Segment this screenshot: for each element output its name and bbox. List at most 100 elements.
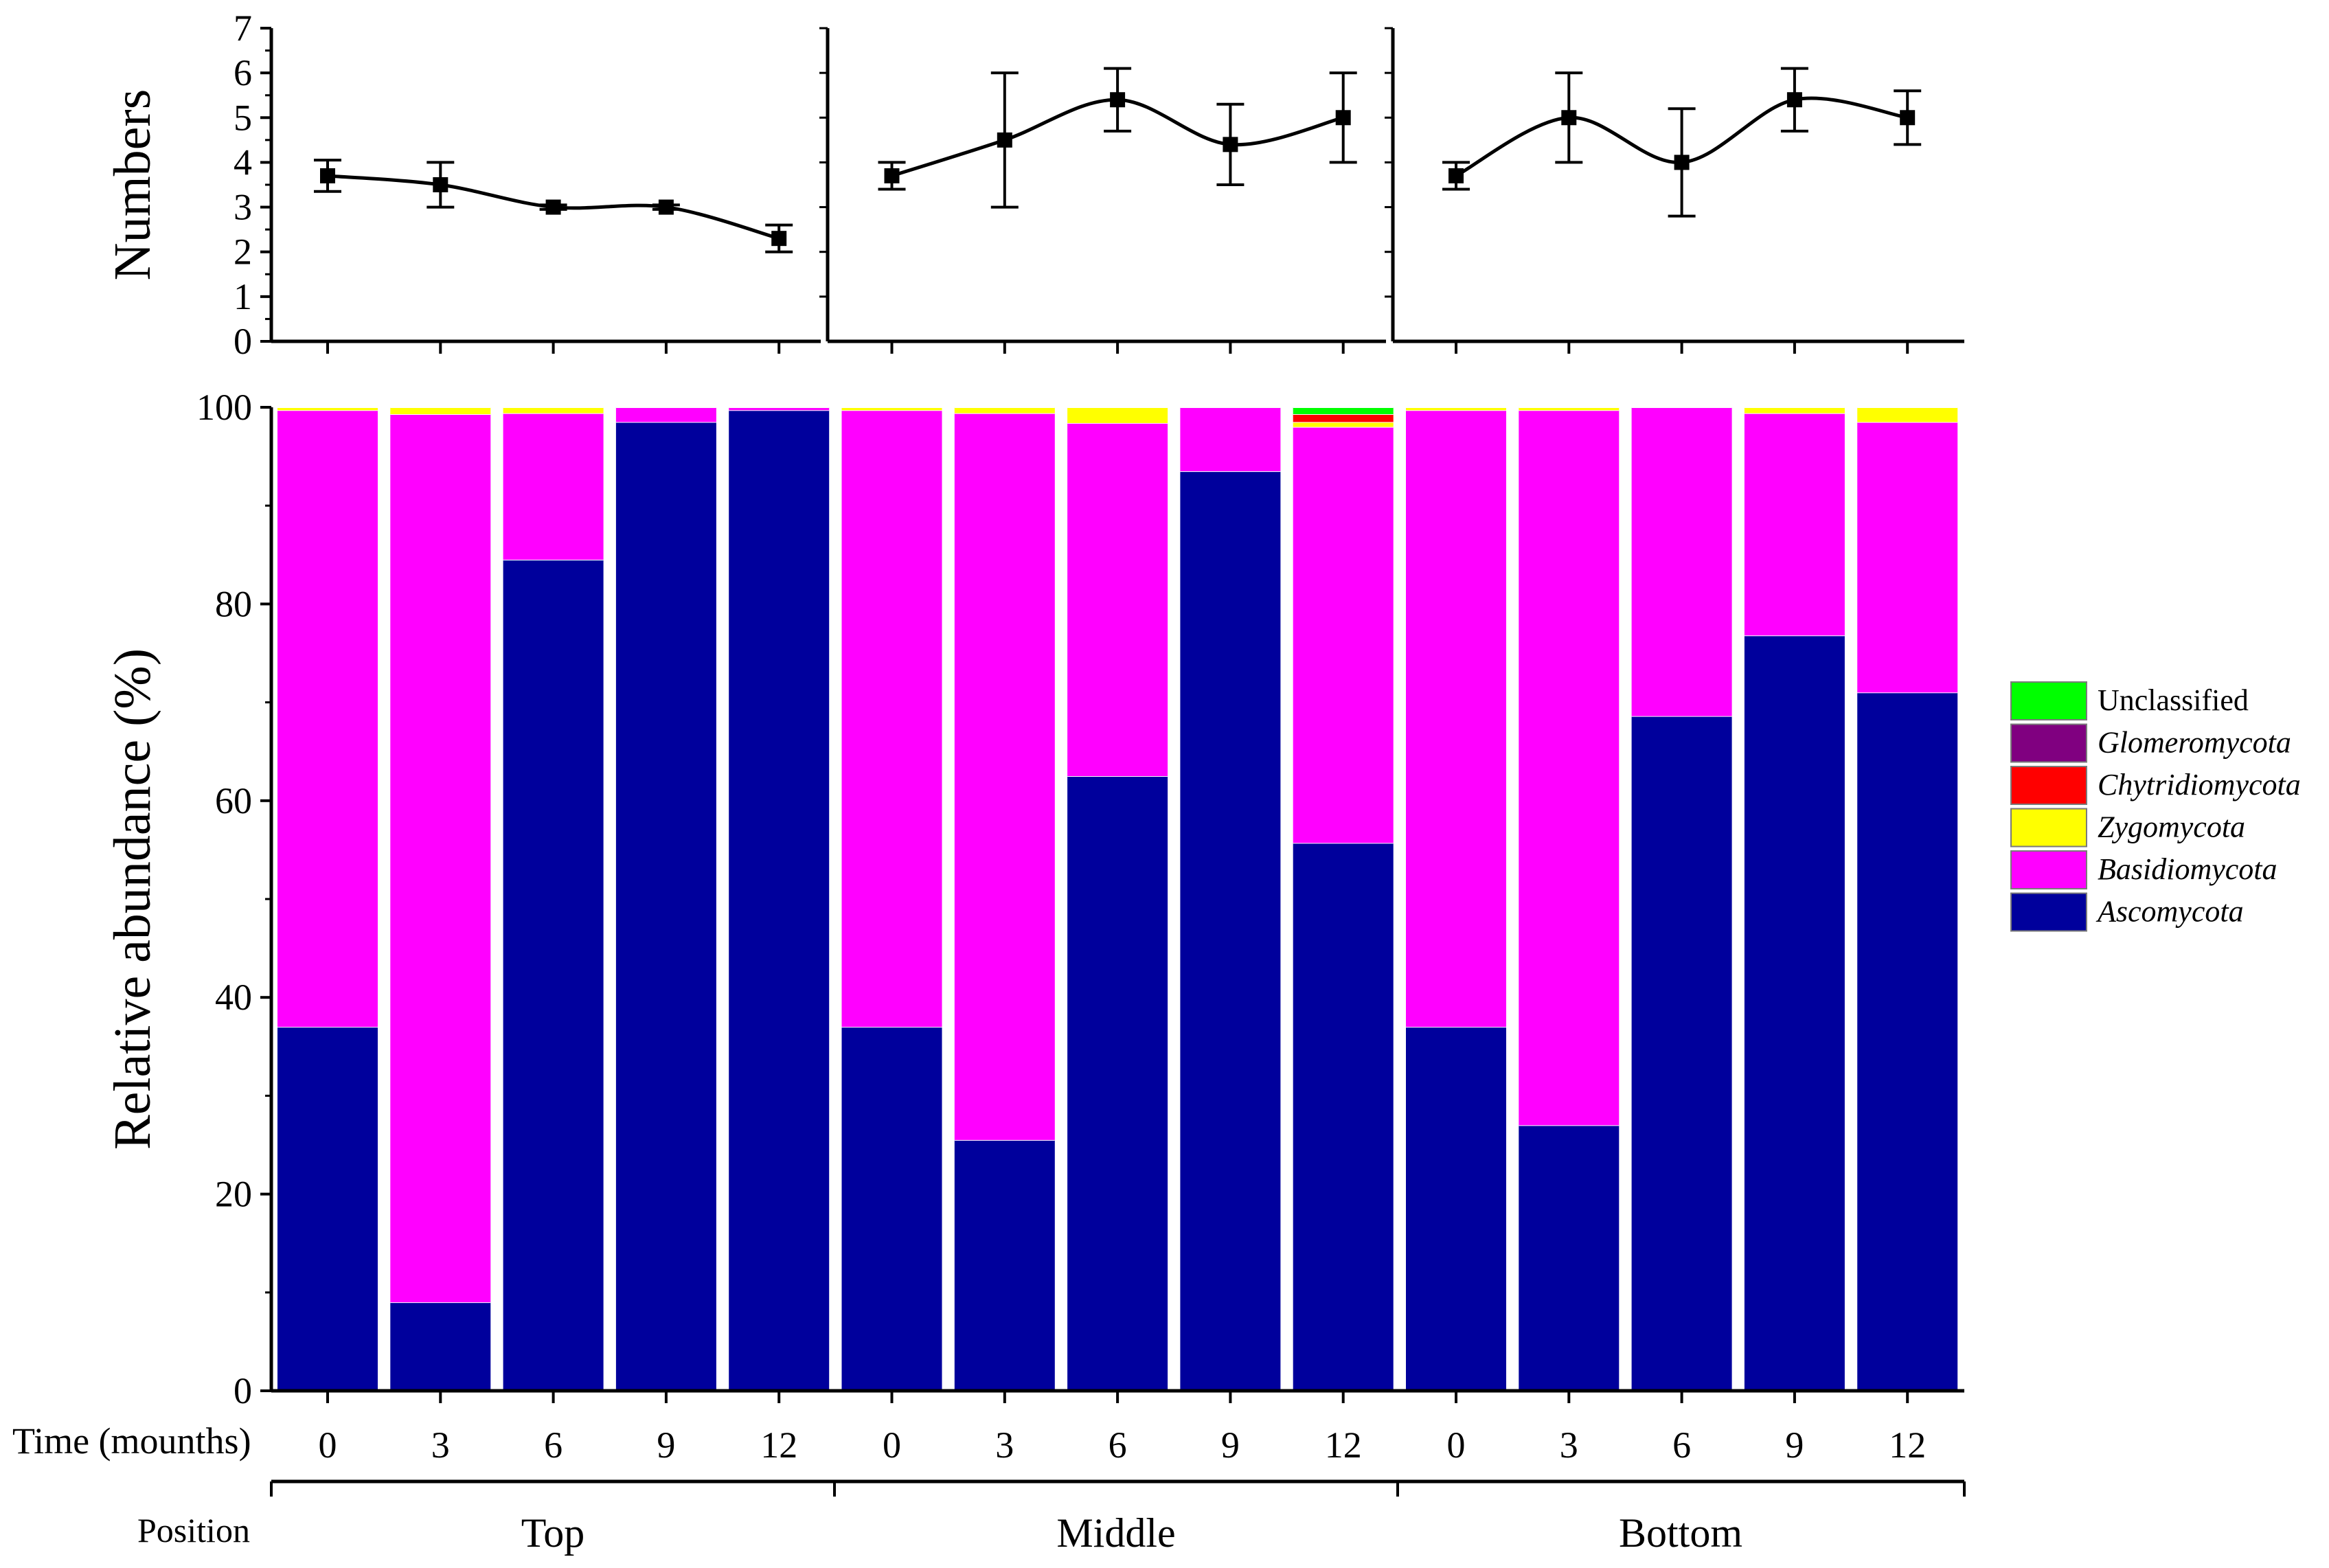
bar-segment-basidiomycota	[1519, 410, 1620, 1126]
numbers-y-tick-label: 5	[234, 97, 252, 138]
bar-segment-basidiomycota	[1067, 422, 1168, 776]
legend-label-zygomycota: Zygomycota	[2098, 810, 2245, 844]
bar-segment-zygomycota	[1857, 407, 1958, 422]
legend-swatch-unclassified	[2010, 681, 2087, 720]
data-point	[1335, 110, 1351, 126]
data-point	[1110, 92, 1126, 108]
relative-abundance-bar-panel: 0 20 40 60 80 100 Relative abundance (%)	[104, 387, 1964, 1411]
bar-segment-basidiomycota	[1406, 410, 1506, 1027]
bar-segment-zygomycota	[1293, 422, 1394, 427]
data-point	[884, 168, 900, 183]
data-point	[1448, 168, 1464, 183]
bar-segment-zygomycota	[1519, 407, 1620, 411]
bar-segment-ascomycota	[729, 410, 830, 1391]
legend-swatch-glomeromycota	[2010, 723, 2087, 763]
bar-segment-ascomycota	[1631, 716, 1732, 1391]
numbers-y-tick-label: 2	[234, 231, 252, 273]
legend-label-unclassified: Unclassified	[2098, 683, 2249, 717]
legend-label-glomeromycota: Glomeromycota	[2098, 726, 2291, 760]
bar-segment-ascomycota	[277, 1027, 378, 1391]
data-point	[433, 177, 448, 192]
data-point	[1223, 137, 1238, 152]
time-tick-label: 9	[657, 1424, 675, 1466]
bar-segment-zygomycota	[841, 407, 942, 411]
abundance-y-tick-label: 60	[215, 780, 252, 821]
abundance-y-tick-label: 40	[215, 977, 252, 1018]
position-label-bottom: Bottom	[1619, 1510, 1742, 1556]
numbers-y-tick-label: 6	[234, 52, 252, 93]
bar-segment-ascomycota	[1857, 692, 1958, 1391]
bar-segment-zygomycota	[390, 407, 491, 415]
position-label-middle: Middle	[1056, 1510, 1175, 1556]
time-tick-label: 0	[883, 1424, 901, 1466]
bar-segment-basidiomycota	[1180, 407, 1281, 472]
data-point	[1786, 92, 1802, 108]
numbers-y-tick-label: 3	[234, 187, 252, 228]
abundance-y-tick-label: 100	[196, 387, 252, 428]
bar-segment-ascomycota	[1744, 635, 1845, 1391]
legend-label-basidiomycota: Basidiomycota	[2098, 852, 2277, 886]
abundance-y-tick-label: 80	[215, 583, 252, 624]
time-tick-label: 0	[1447, 1424, 1466, 1466]
bar-segment-basidiomycota	[1631, 407, 1732, 716]
bar-segment-basidiomycota	[503, 413, 604, 560]
time-tick-label: 3	[431, 1424, 450, 1466]
time-tick-label: 12	[1889, 1424, 1926, 1466]
bar-segment-ascomycota	[503, 559, 604, 1391]
time-tick-label: 3	[1560, 1424, 1578, 1466]
time-tick-label: 0	[319, 1424, 337, 1466]
time-tick-label: 9	[1785, 1424, 1804, 1466]
legend-swatch-chytridiomycota	[2010, 766, 2087, 805]
data-point	[1900, 110, 1916, 126]
data-point	[997, 132, 1012, 148]
bar-segment-zygomycota	[1744, 407, 1845, 413]
data-point	[545, 199, 561, 215]
numbers-y-tick-label: 0	[234, 321, 252, 362]
legend-swatch-zygomycota	[2010, 808, 2087, 848]
bar-segment-ascomycota	[1067, 776, 1168, 1391]
bar-segment-zygomycota	[954, 407, 1055, 413]
numbers-y-tick-label: 4	[234, 141, 252, 183]
bar-segment-basidiomycota	[390, 414, 491, 1303]
bar-segment-basidiomycota	[1293, 427, 1394, 843]
bar-segment-zygomycota	[503, 407, 604, 413]
bar-segment-ascomycota	[954, 1139, 1055, 1391]
bar-segment-unclassified	[1293, 407, 1394, 415]
time-tick-label: 12	[1325, 1424, 1362, 1466]
time-tick-label: 9	[1221, 1424, 1240, 1466]
bar-segment-basidiomycota	[729, 407, 830, 411]
numbers-y-tick-label: 1	[234, 276, 252, 317]
legend-label-ascomycota: Ascomycota	[2095, 895, 2244, 929]
bar-segment-ascomycota	[1293, 843, 1394, 1391]
bar-segment-ascomycota	[1406, 1027, 1506, 1391]
data-point	[658, 199, 674, 215]
position-label-top: Top	[521, 1510, 584, 1556]
data-point	[771, 231, 787, 247]
bar-segment-zygomycota	[1067, 407, 1168, 423]
bar-segment-chytridiomycota	[1293, 414, 1394, 422]
data-point	[1674, 155, 1690, 170]
bar-segment-basidiomycota	[1857, 422, 1958, 693]
bar-segment-basidiomycota	[954, 413, 1055, 1140]
numbers-y-tick-label: 7	[234, 8, 252, 49]
legend-label-chytridiomycota: Chytridiomycota	[2098, 768, 2301, 802]
abundance-y-title: Relative abundance (%)	[104, 648, 161, 1150]
data-point	[1561, 110, 1577, 126]
bar-segment-ascomycota	[1519, 1125, 1620, 1391]
bar-segment-basidiomycota	[615, 407, 716, 422]
bar-segment-zygomycota	[277, 407, 378, 411]
time-tick-label: 6	[1672, 1424, 1691, 1466]
legend-swatch-ascomycota	[2010, 892, 2087, 932]
abundance-y-tick-label: 20	[215, 1174, 252, 1215]
bar-segment-basidiomycota	[277, 410, 378, 1027]
bar-segment-ascomycota	[1180, 471, 1281, 1391]
time-row-title: Time (mounths)	[12, 1420, 251, 1462]
time-tick-label: 3	[995, 1424, 1014, 1466]
time-tick-label: 6	[1109, 1424, 1127, 1466]
numbers-y-title: Numbers	[104, 89, 161, 281]
time-tick-label: 6	[544, 1424, 563, 1466]
bar-segment-basidiomycota	[841, 410, 942, 1027]
bar-segment-ascomycota	[615, 422, 716, 1391]
